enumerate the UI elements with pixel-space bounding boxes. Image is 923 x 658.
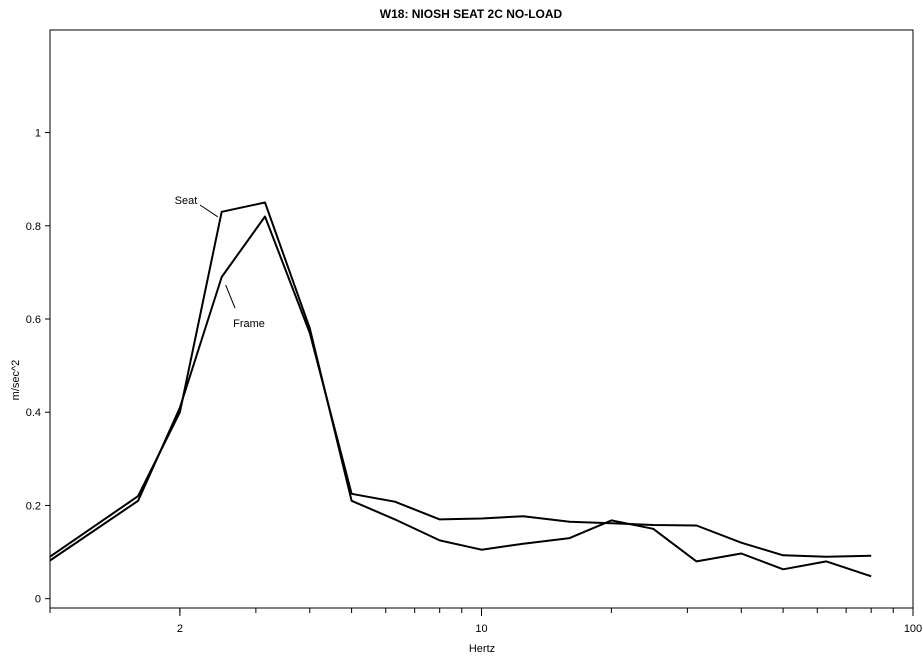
x-tick-label: 2 [177, 623, 183, 635]
series-line-frame [49, 215, 872, 562]
y-tick-label: 0.2 [26, 500, 41, 512]
plot-frame [49, 29, 914, 609]
x-axis: 2 10 100 [49, 608, 922, 635]
seat-leader-line [199, 204, 218, 218]
y-tick-label: 0.8 [26, 221, 41, 233]
series-line-seat [49, 201, 872, 578]
x-tick-label: 10 [475, 623, 487, 635]
y-tick-label: 0.4 [26, 407, 41, 419]
frame-leader-line [225, 284, 236, 309]
seat-annotation: Seat [175, 195, 198, 207]
chart-title: W18: NIOSH SEAT 2C NO-LOAD [380, 7, 563, 21]
x-axis-label: Hertz [469, 643, 495, 655]
x-tick-label: 100 [904, 623, 922, 635]
frame-annotation: Frame [233, 318, 265, 330]
series-layer [49, 201, 872, 578]
y-axis-label: m/sec^2 [10, 360, 22, 401]
annotation-layer: Seat Frame [175, 195, 265, 330]
y-tick-label: 0.6 [26, 314, 41, 326]
y-tick-label: 0 [35, 594, 41, 606]
y-axis: 0 0.2 0.4 0.6 0.8 1 [26, 128, 50, 606]
y-tick-label: 1 [35, 128, 41, 140]
